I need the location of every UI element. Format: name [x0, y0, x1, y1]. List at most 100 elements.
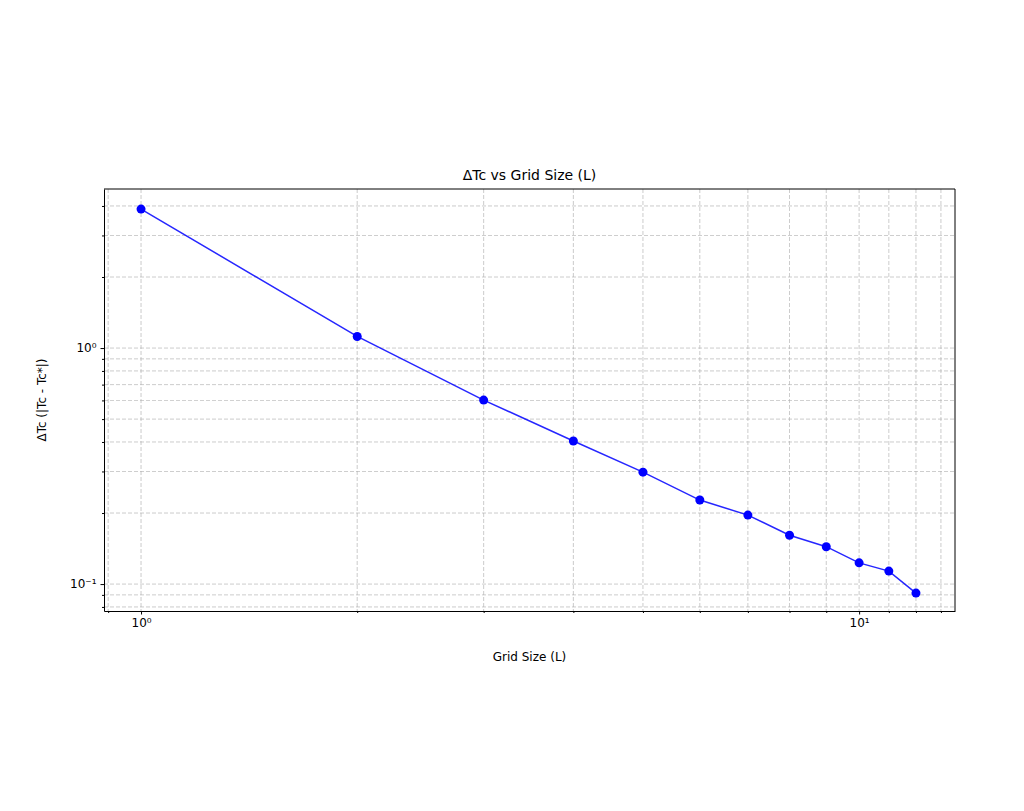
- tick: [748, 611, 749, 613]
- tick: [102, 235, 104, 236]
- tick: [102, 607, 104, 608]
- tick-mark: [102, 513, 104, 514]
- tick: [916, 611, 917, 613]
- tick: [102, 595, 104, 596]
- tick: [484, 611, 485, 613]
- tick-label: 10¹: [850, 616, 870, 630]
- tick-mark: [101, 348, 105, 349]
- grid-line: [104, 471, 955, 472]
- grid-line: [108, 189, 109, 611]
- x-axis-title: Grid Size (L): [493, 650, 567, 664]
- tick-mark: [643, 611, 644, 613]
- tick-mark: [102, 607, 104, 608]
- frame: [955, 189, 956, 611]
- tick: [889, 611, 890, 613]
- tick: [826, 611, 827, 613]
- tick: [102, 206, 104, 207]
- tick-mark: [357, 611, 358, 613]
- y-axis-title: ΔTc (|Tc - Tc*|): [35, 358, 49, 441]
- tick-label: 10⁻¹: [70, 577, 97, 591]
- tick-mark: [101, 584, 105, 585]
- tick-mark: [700, 611, 701, 613]
- grid-line: [104, 384, 955, 385]
- tick-mark: [889, 611, 890, 613]
- tick: [102, 471, 104, 472]
- grid-line: [888, 189, 889, 611]
- grid-line: [104, 419, 955, 420]
- y-axis: 10⁻¹ 10⁰: [70, 190, 104, 612]
- grid-line: [940, 189, 941, 611]
- tick-mark: [102, 235, 104, 236]
- marker: [911, 589, 920, 598]
- tick-mark: [102, 371, 104, 372]
- axis-line: [104, 190, 105, 612]
- grid-line: [104, 205, 955, 206]
- tick-mark: [859, 611, 860, 615]
- tick: 10⁻¹: [70, 577, 104, 591]
- tick: [102, 400, 104, 401]
- tick: [573, 611, 574, 613]
- chart: 10⁰ 10¹ 10⁻¹ 10⁰ ΔTc vs Grid Size (L) Grid Si…: [0, 0, 1024, 811]
- marker: [569, 436, 578, 445]
- tick-mark: [102, 419, 104, 420]
- tick-mark: [102, 442, 104, 443]
- tick: [102, 371, 104, 372]
- frame: [104, 189, 955, 190]
- marker: [638, 468, 647, 477]
- line: [141, 209, 916, 593]
- tick-mark: [141, 611, 142, 615]
- grid-line: [104, 235, 955, 236]
- tick-mark: [748, 611, 749, 613]
- grid-line: [859, 189, 860, 611]
- marker: [743, 511, 752, 520]
- grid-line: [104, 513, 955, 514]
- tick: [790, 611, 791, 613]
- marker: [855, 558, 864, 567]
- tick-mark: [102, 359, 104, 360]
- marker: [884, 567, 893, 576]
- tick: 10⁰: [131, 611, 151, 630]
- tick: 10⁰: [76, 341, 104, 355]
- tick-mark: [484, 611, 485, 613]
- tick-mark: [102, 595, 104, 596]
- grid-line: [699, 189, 700, 611]
- tick: 10¹: [850, 611, 870, 630]
- tick-mark: [108, 611, 109, 613]
- axis-line: [105, 611, 956, 612]
- grid-line: [104, 594, 955, 595]
- tick-mark: [102, 385, 104, 386]
- tick: [357, 611, 358, 613]
- grid-line: [104, 584, 955, 585]
- plot-area: [137, 205, 921, 598]
- tick: [108, 611, 109, 613]
- grid-line: [357, 189, 358, 611]
- grid: [104, 189, 955, 611]
- title: ΔTc vs Grid Size (L): [463, 167, 597, 183]
- tick: [102, 359, 104, 360]
- grid-line: [789, 189, 790, 611]
- tick: [102, 442, 104, 443]
- marker: [353, 332, 362, 341]
- marker: [137, 205, 146, 214]
- grid-line: [573, 189, 574, 611]
- grid-line: [104, 370, 955, 371]
- tick-mark: [826, 611, 827, 613]
- marker: [785, 531, 794, 540]
- tick: [643, 611, 644, 613]
- tick-mark: [941, 611, 942, 613]
- grid-line: [104, 358, 955, 359]
- tick: [700, 611, 701, 613]
- marker: [822, 542, 831, 551]
- tick: [102, 277, 104, 278]
- tick-label: 10⁰: [76, 341, 96, 355]
- grid-line: [104, 277, 955, 278]
- tick: [102, 385, 104, 386]
- marker: [479, 396, 488, 405]
- grid-line: [747, 189, 748, 611]
- tick-mark: [102, 206, 104, 207]
- grid-line: [915, 189, 916, 611]
- grid-line: [104, 441, 955, 442]
- tick-label: 10⁰: [131, 616, 151, 630]
- grid-line: [141, 189, 142, 611]
- tick-mark: [102, 277, 104, 278]
